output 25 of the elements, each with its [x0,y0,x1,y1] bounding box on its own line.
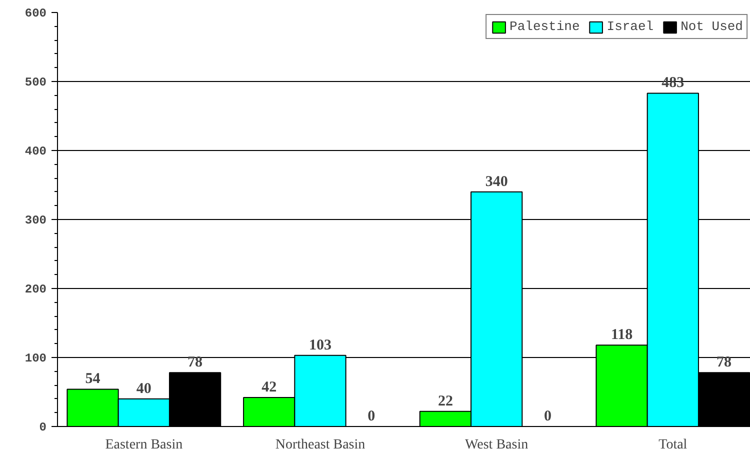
y-tick-label: 400 [24,144,47,158]
data-label: 40 [136,380,152,397]
data-label: 103 [308,337,332,354]
y-tick-label: 200 [24,282,47,296]
data-label: 0 [544,408,552,424]
y-tick-label: 600 [24,6,47,20]
data-label: 0 [368,408,376,424]
x-tick-label: Total [658,438,688,452]
data-label: 54 [85,371,101,388]
data-label: 340 [485,174,508,190]
x-tick-label: Eastern Basin [105,438,183,452]
y-tick-label: 300 [24,214,47,228]
data-label: 78 [188,354,203,371]
legend-label: Palestine [510,19,580,34]
data-label: 42 [262,380,277,396]
y-tick-label: 0 [39,420,46,434]
data-label: 118 [610,327,633,344]
data-label: 22 [438,393,453,410]
y-tick-label: 500 [24,76,47,90]
x-tick-label: West Basin [465,438,528,452]
x-tick-label: Northeast Basin [275,438,366,452]
legend-label: Israel [606,19,654,34]
data-label: 78 [716,354,732,371]
y-tick-label: 100 [24,352,47,366]
legend-label: Not Used [680,19,743,34]
